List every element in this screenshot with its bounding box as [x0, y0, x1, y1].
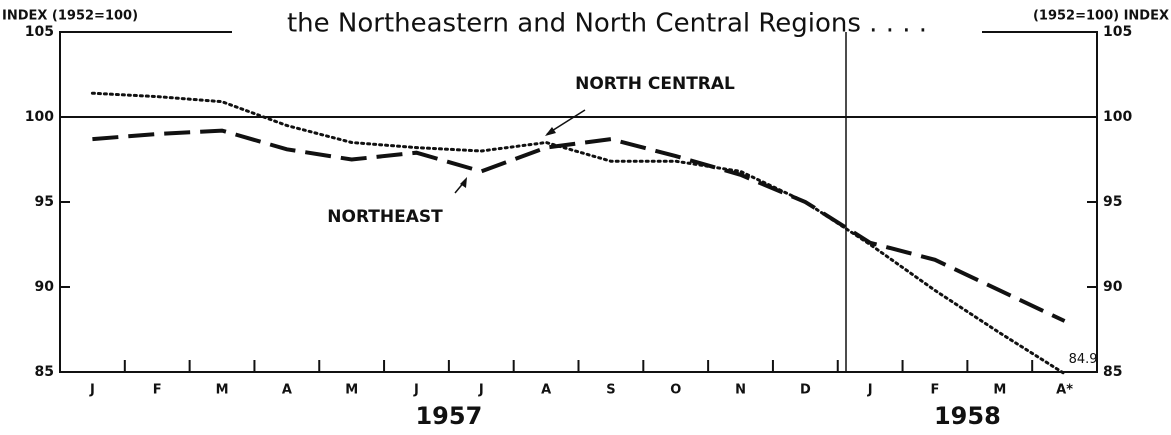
y-axis-label: INDEX (1952=100)	[2, 9, 138, 24]
series-line	[90, 91, 1067, 376]
x-tick-label: J	[413, 383, 419, 398]
y-tick-label: 85	[35, 364, 54, 380]
y2-tick-label: 90	[1103, 279, 1123, 295]
x-tick-label: N	[735, 383, 746, 398]
x-tick-label: D	[800, 383, 811, 398]
x-tick-label: O	[670, 383, 681, 398]
y-tick-label: 100	[25, 109, 54, 125]
x-tick-label: A*	[1056, 383, 1073, 398]
x-tick-label: M	[993, 383, 1006, 398]
title-background	[232, 8, 982, 42]
x-tick-label: S	[606, 383, 615, 398]
y-tick-label: 95	[35, 194, 54, 210]
x-tick-label: M	[216, 383, 229, 398]
y2-tick-label: 95	[1103, 194, 1122, 210]
y-tick-label: 105	[25, 24, 54, 40]
x-group-label: 1958	[934, 402, 1001, 430]
y2-tick-label: 105	[1103, 24, 1132, 40]
x-tick-label: M	[345, 383, 358, 398]
x-tick-label: A	[282, 383, 292, 398]
y2-axis-label: (1952=100) INDEX	[1033, 9, 1169, 24]
arrow-head	[460, 177, 467, 188]
series-line	[92, 128, 1066, 323]
x-tick-label: J	[478, 383, 484, 398]
value-label: 84.9	[1069, 352, 1098, 367]
x-tick-label: J	[89, 383, 95, 398]
y2-tick-label: 85	[1103, 364, 1122, 380]
arrow-head	[545, 127, 556, 136]
x-tick-label: J	[867, 383, 873, 398]
chart-title: the Northeastern and North Central Regio…	[287, 9, 927, 39]
x-tick-label: F	[931, 383, 940, 398]
y2-tick-label: 100	[1103, 109, 1132, 125]
x-tick-label: A	[541, 383, 551, 398]
x-tick-label: F	[153, 383, 162, 398]
y-tick-label: 90	[35, 279, 55, 295]
annotation: NORTH CENTRAL	[575, 74, 735, 94]
annotation: NORTHEAST	[327, 207, 443, 227]
x-group-label: 1957	[415, 402, 482, 430]
